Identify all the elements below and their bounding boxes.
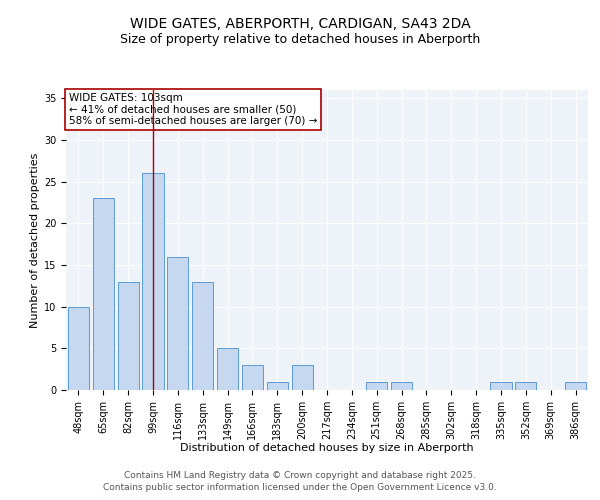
Text: Contains HM Land Registry data © Crown copyright and database right 2025.
Contai: Contains HM Land Registry data © Crown c…: [103, 471, 497, 492]
Bar: [490, 382, 512, 390]
Bar: [366, 382, 387, 390]
Bar: [267, 382, 288, 390]
Bar: [118, 282, 139, 390]
Bar: [142, 174, 164, 390]
Text: Size of property relative to detached houses in Aberporth: Size of property relative to detached ho…: [120, 32, 480, 46]
Text: WIDE GATES: 103sqm
← 41% of detached houses are smaller (50)
58% of semi-detache: WIDE GATES: 103sqm ← 41% of detached hou…: [68, 93, 317, 126]
Y-axis label: Number of detached properties: Number of detached properties: [29, 152, 40, 328]
Bar: [68, 306, 89, 390]
Bar: [515, 382, 536, 390]
Bar: [292, 365, 313, 390]
X-axis label: Distribution of detached houses by size in Aberporth: Distribution of detached houses by size …: [180, 444, 474, 454]
Text: WIDE GATES, ABERPORTH, CARDIGAN, SA43 2DA: WIDE GATES, ABERPORTH, CARDIGAN, SA43 2D…: [130, 18, 470, 32]
Bar: [192, 282, 213, 390]
Bar: [565, 382, 586, 390]
Bar: [242, 365, 263, 390]
Bar: [217, 348, 238, 390]
Bar: [93, 198, 114, 390]
Bar: [167, 256, 188, 390]
Bar: [391, 382, 412, 390]
